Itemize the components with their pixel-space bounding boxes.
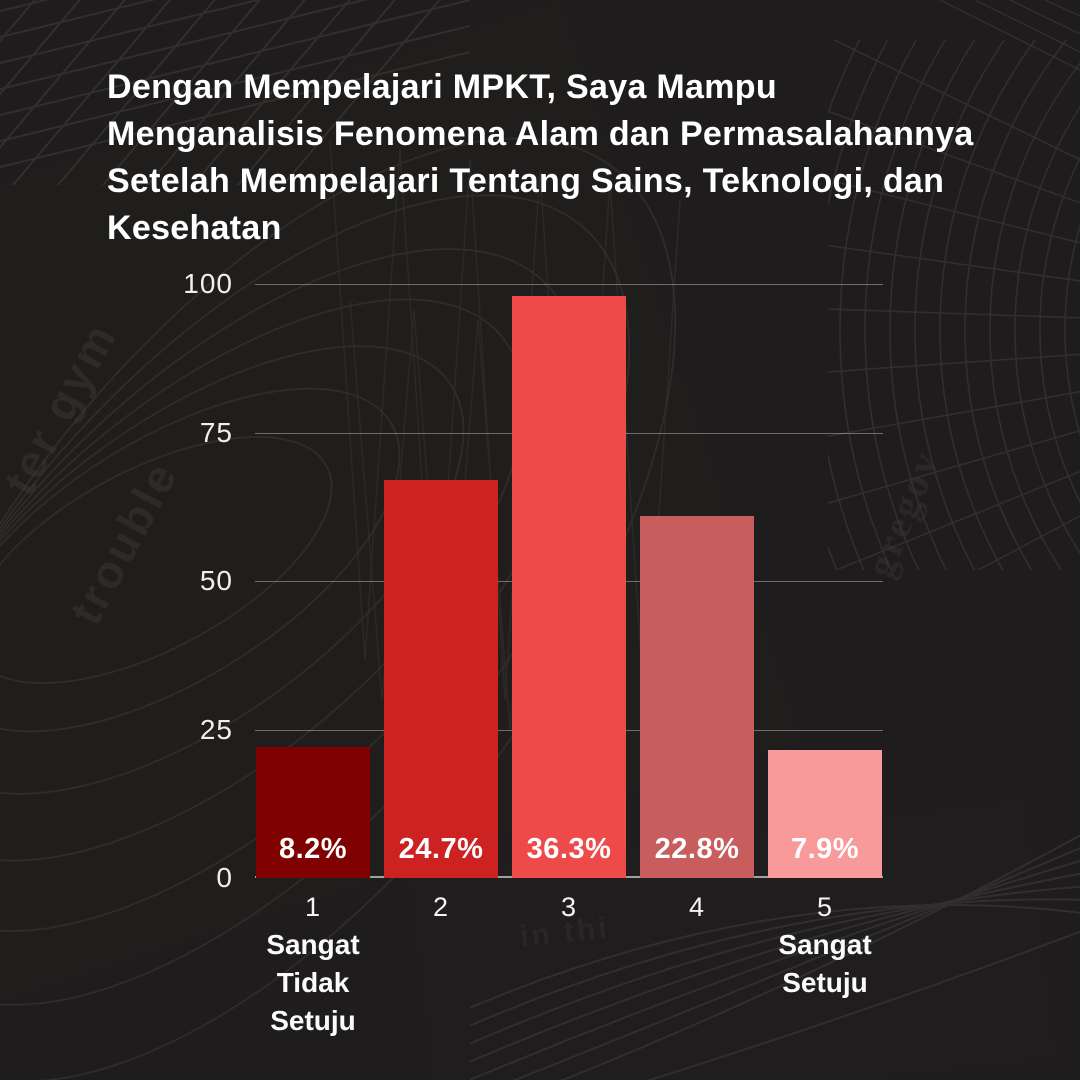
gridline <box>255 284 883 285</box>
y-axis-label: 0 <box>216 862 233 893</box>
bar: 24.7% <box>384 480 498 878</box>
bar-value-label: 22.8% <box>654 833 740 865</box>
y-axis-label: 25 <box>199 713 233 745</box>
x-axis-tick-label: 3 <box>560 892 578 922</box>
chart-title: Dengan Mempelajari MPKT, Saya Mampu Meng… <box>107 64 1007 252</box>
x-axis-sublabel: Setuju <box>270 1005 356 1036</box>
bar-value-label: 24.7% <box>398 833 484 865</box>
x-axis-tick-label: 2 <box>432 892 450 922</box>
bar-value-label: 36.3% <box>526 833 612 865</box>
bar-value-label: 8.2% <box>278 833 348 865</box>
x-axis-tick: 5 Sangat Setuju <box>750 892 900 999</box>
bar: 22.8% <box>640 515 754 878</box>
x-axis-tick: 1 Sangat Tidak Setuju <box>238 892 388 1037</box>
x-axis-tick-label: 5 <box>816 892 834 922</box>
x-axis-sublabel: Sangat <box>266 929 360 960</box>
chart-title-line: Menganalisis Fenomena Alam dan Permasala… <box>107 115 974 153</box>
y-axis-label: 75 <box>199 416 233 448</box>
x-axis-tick-label: 1 <box>304 892 322 922</box>
x-axis-tick: 2 <box>366 892 516 923</box>
x-axis-sublabel: Sangat <box>778 929 872 960</box>
bar: 8.2% <box>256 747 370 878</box>
y-axis-label: 100 <box>183 268 233 299</box>
chart-title-line: Dengan Mempelajari MPKT, Saya Mampu <box>107 68 777 106</box>
y-axis-label: 50 <box>199 565 233 596</box>
bar-chart: 1 Sangat Tidak Setuju 2 3 4 5 Sangat Setuju 100 75… <box>183 268 883 1036</box>
chart-title-line: Kesehatan <box>107 209 282 247</box>
x-axis-tick-label: 4 <box>688 892 706 922</box>
bar: 7.9% <box>768 750 882 878</box>
bar: 36.3% <box>512 295 626 878</box>
x-axis-sublabel: Tidak <box>276 967 350 998</box>
chart-title-line: Setelah Mempelajari Tentang Sains, Tekno… <box>107 162 945 200</box>
x-axis-sublabel: Setuju <box>782 967 868 998</box>
x-axis-tick: 4 <box>622 892 772 923</box>
x-axis-tick: 3 <box>494 892 644 923</box>
bar-value-label: 7.9% <box>790 833 860 865</box>
